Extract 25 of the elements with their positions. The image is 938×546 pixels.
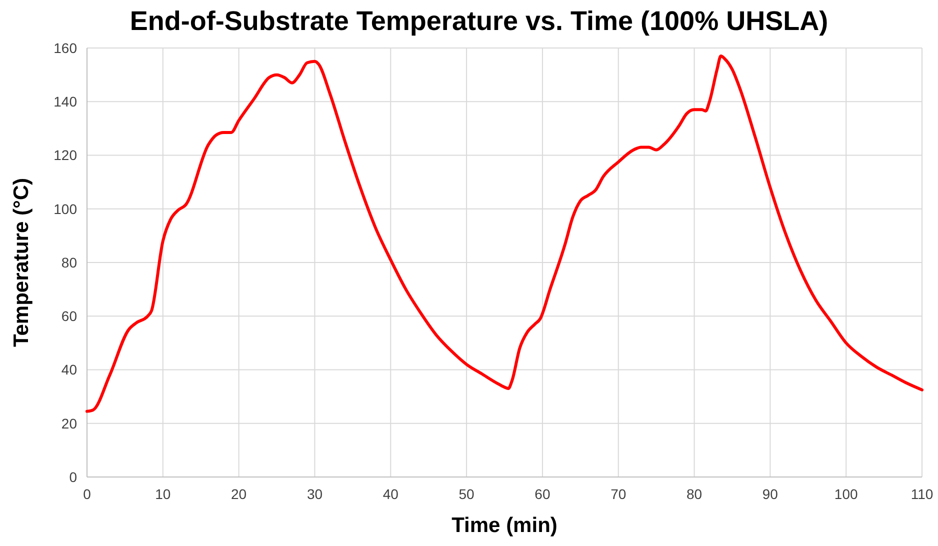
- x-tick-label: 20: [231, 486, 247, 502]
- x-tick-label: 40: [382, 486, 399, 502]
- x-tick-label: 90: [762, 486, 778, 502]
- x-tick-label: 80: [686, 486, 702, 502]
- chart-title: End-of-Substrate Temperature vs. Time (100% UHSLA): [130, 6, 828, 36]
- x-tick-label: 100: [834, 486, 858, 502]
- y-tick-label: 40: [61, 362, 78, 378]
- x-tick-label: 110: [910, 486, 934, 502]
- y-tick-label: 20: [61, 415, 78, 432]
- x-tick-label: 70: [610, 486, 626, 502]
- x-tick-label: 50: [458, 486, 475, 502]
- line-series: [86, 54, 924, 413]
- x-tick-label: 60: [534, 486, 550, 502]
- y-axis-title: Temperature (°C): [10, 178, 33, 348]
- y-tick-label: 140: [54, 94, 78, 110]
- x-tick-label: 10: [155, 486, 171, 502]
- x-axis-title: Time (min): [452, 514, 558, 537]
- y-tick-label: 120: [54, 147, 78, 164]
- y-tick-label: 80: [61, 254, 78, 270]
- y-tick-label: 0: [69, 468, 78, 485]
- y-tick-label: 100: [54, 200, 78, 217]
- y-tick-label: 160: [54, 40, 78, 56]
- x-tick-label: 30: [306, 486, 323, 502]
- y-tick-label: 60: [61, 308, 78, 324]
- x-tick-label: 0: [83, 486, 92, 502]
